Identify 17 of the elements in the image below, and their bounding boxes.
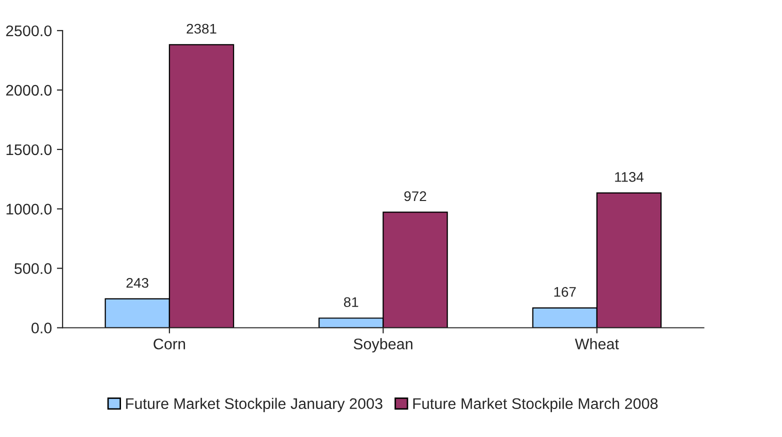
x-tick-label: Corn (154, 338, 185, 350)
y-tick-label: 2000.0 (6, 84, 52, 96)
x-tick-label: Soybean (354, 338, 412, 352)
y-tick-label: 2500.0 (6, 25, 52, 36)
data-label: 167 (554, 286, 576, 297)
legend-label: Future Market Stockpile March 2008 (413, 398, 658, 412)
y-tick-label: 1500.0 (6, 144, 52, 156)
y-tick-label: 1000.0 (6, 204, 52, 215)
data-label: 81 (344, 297, 358, 308)
x-tick-label: Wheat (574, 338, 619, 350)
data-label: 2381 (186, 24, 216, 34)
legend-label: Future Market Stockpile January 2003 (126, 398, 382, 412)
y-tick-label: 500.0 (14, 263, 52, 274)
data-label: 1134 (615, 172, 644, 182)
y-tick-label: 0.0 (32, 322, 52, 334)
data-label: 972 (404, 191, 426, 202)
data-label: 243 (126, 278, 148, 288)
